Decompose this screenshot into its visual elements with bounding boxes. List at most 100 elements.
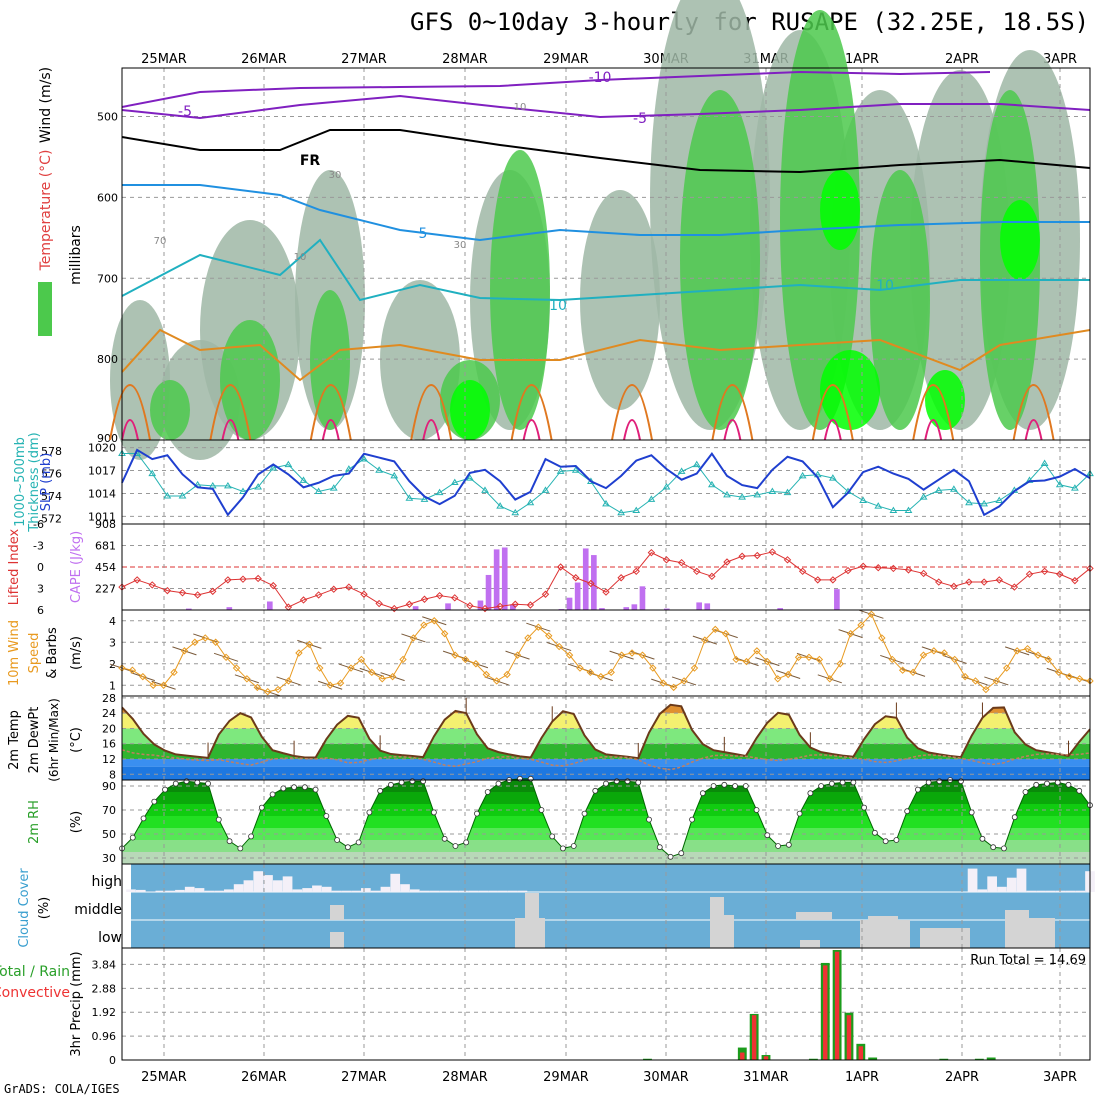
wind-speed-point (669, 683, 678, 692)
cloud-low-bar (920, 928, 970, 948)
lifted-index-point (526, 601, 535, 609)
rh-point (839, 779, 846, 786)
rh-area (870, 170, 930, 430)
rh-point (753, 807, 760, 813)
wind-speed-point (742, 657, 751, 666)
precip-tick: 3.84 (92, 958, 117, 971)
date-label-top: 27MAR (341, 52, 387, 67)
rh-band (122, 792, 1090, 804)
lifted-index-point (783, 556, 792, 564)
wind-speed-point (690, 664, 699, 672)
thickness-point (934, 486, 943, 493)
panel-frame (121, 439, 1091, 525)
cloud-high-bar (214, 890, 224, 892)
wind-speed-point (628, 649, 636, 657)
rh-point (990, 844, 997, 851)
rh-area (680, 90, 760, 430)
lifted-index-tick: 6 (37, 604, 44, 617)
lifted-index-point (632, 567, 640, 576)
wind-speed-point (534, 623, 543, 631)
rh-area (580, 190, 660, 410)
pressure-tick: 500 (97, 111, 118, 124)
dewpoint-line (121, 749, 1091, 771)
thickness-line (122, 452, 1091, 514)
axis-label: (6hr Min/Max) (47, 698, 61, 782)
rh-area (820, 170, 860, 250)
pressure-tick: 700 (97, 272, 118, 285)
wind-speed-point (763, 657, 772, 666)
wind-speed-point (191, 638, 199, 646)
cloud-high-bar (243, 880, 254, 892)
wind-speed-point (232, 664, 241, 672)
surface-isotherm (109, 384, 151, 441)
thickness-point (1040, 459, 1049, 467)
thickness-point (1055, 480, 1064, 488)
rh-point (172, 780, 179, 787)
precip-total-bar (808, 1058, 818, 1060)
cape-bar (185, 608, 192, 610)
wind-speed-point (774, 675, 782, 683)
rh-point (129, 834, 136, 841)
lifted-index-point (723, 558, 731, 566)
lifted-index-point (299, 596, 308, 604)
rh-point (1076, 787, 1083, 794)
isotherm-line (121, 238, 1090, 302)
axis-label: Lifted Index (7, 528, 22, 605)
cape-bar (834, 589, 840, 610)
rh-point (796, 810, 803, 817)
wind-speed-point (1055, 668, 1063, 677)
rh-area (450, 380, 490, 440)
axis-label: Thickness (dm) (27, 432, 42, 532)
cloud-high-bar (1016, 868, 1027, 892)
wind-speed-point (1034, 651, 1042, 659)
precip-total-bar (643, 1058, 652, 1060)
thickness-point (965, 498, 973, 506)
precip-convective-bar (858, 1046, 864, 1060)
cape-bar (493, 549, 500, 610)
lifted-index-tick: -6 (33, 518, 44, 531)
cloud-middle-bar (525, 893, 539, 920)
date-label-top: 2APR (945, 52, 979, 67)
cape-tick: 454 (95, 561, 116, 574)
date-label-bottom: 2APR (945, 1070, 979, 1085)
wind-speed-point (992, 677, 1001, 685)
cloud-low-bar (330, 932, 344, 948)
cape-bar (574, 582, 581, 610)
cloud-high-bar (263, 875, 273, 892)
rh-area (490, 150, 550, 430)
wind-speed-point (159, 681, 168, 689)
wind-speed-point (638, 651, 647, 659)
thickness-point (420, 495, 429, 502)
cape-bar (582, 548, 589, 610)
lifted-index-point (647, 548, 656, 557)
thickness-point (314, 487, 323, 495)
lifted-index-tick: -3 (33, 540, 44, 553)
lifted-index-point (1071, 576, 1079, 585)
rh-tick: 30 (102, 852, 116, 865)
wind-speed-point (378, 675, 386, 683)
wind-speed-point (222, 653, 230, 662)
surface-isotherm (522, 419, 541, 441)
cloud-low-bar (1005, 918, 1055, 948)
thickness-point (344, 465, 353, 472)
rh-point (807, 790, 814, 797)
rh-point (689, 816, 695, 823)
cloud-low-bar (800, 940, 820, 948)
precip-total-bar (868, 1057, 878, 1060)
wind-speed-point (170, 668, 178, 677)
cloud-high-bar (233, 884, 244, 892)
cloud-high-bar (292, 889, 303, 892)
lifted-index-point (511, 600, 519, 608)
thickness-point (738, 493, 747, 500)
rh-point (1033, 781, 1040, 788)
date-label-top: 1APR (845, 52, 879, 67)
axis-label: 10m Wind (7, 620, 22, 686)
thickness-point (254, 483, 263, 490)
cloud-high-bar (439, 890, 449, 892)
rh-point (764, 832, 771, 839)
contour-label: -10 (589, 70, 612, 86)
lifted-index-point (798, 567, 807, 576)
slp-line (121, 448, 1091, 517)
cloud-high-bar (498, 890, 508, 892)
surface-isotherm (422, 419, 441, 441)
